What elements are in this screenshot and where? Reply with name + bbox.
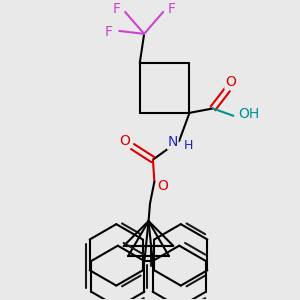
Text: OH: OH [238, 107, 259, 121]
Text: N: N [168, 135, 178, 149]
Text: H: H [183, 140, 193, 152]
Text: O: O [158, 179, 169, 193]
Text: O: O [225, 75, 236, 89]
Text: F: F [113, 2, 121, 16]
Text: F: F [167, 2, 175, 16]
Text: F: F [105, 26, 113, 39]
Text: O: O [120, 134, 130, 148]
